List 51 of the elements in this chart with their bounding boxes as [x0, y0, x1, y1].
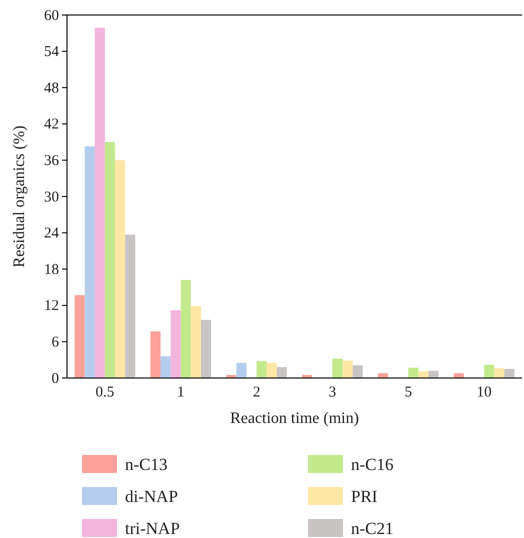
- bar: [190, 306, 201, 378]
- x-tick-label: 3: [328, 384, 336, 401]
- bar: [484, 364, 494, 378]
- x-tick-label: 2: [252, 384, 260, 401]
- y-tick-label: 42: [44, 116, 59, 133]
- bar: [236, 362, 246, 378]
- x-tick-label: 10: [476, 384, 492, 401]
- bar: [84, 146, 95, 378]
- bar: [428, 370, 439, 378]
- bar: [170, 310, 181, 378]
- bar: [94, 28, 105, 378]
- bar: [256, 361, 267, 378]
- y-tick-label: 54: [44, 44, 60, 60]
- legend-label: tri-NAP: [125, 519, 180, 538]
- bar: [494, 368, 504, 378]
- bar: [408, 368, 418, 378]
- bar: [150, 331, 161, 378]
- y-tick-label: 6: [52, 334, 60, 350]
- bar: [454, 373, 464, 378]
- y-tick-label: 36: [44, 153, 60, 169]
- bar: [115, 160, 126, 378]
- bar: [200, 320, 212, 378]
- legend-label: PRI: [351, 487, 378, 506]
- y-tick-label: 12: [44, 298, 59, 314]
- bar: [266, 362, 277, 378]
- bar: [342, 360, 353, 378]
- bar: [504, 368, 514, 378]
- y-tick-label: 24: [44, 226, 60, 242]
- bar: [180, 280, 191, 378]
- x-tick-label: 5: [404, 384, 412, 401]
- y-tick-label: 48: [44, 80, 59, 96]
- bar: [332, 358, 343, 378]
- bar: [125, 234, 136, 378]
- y-tick-label: 18: [44, 262, 59, 278]
- bar: [352, 365, 363, 378]
- legend-label: n-C13: [125, 455, 168, 474]
- bar: [378, 373, 388, 378]
- y-tick-label: 30: [44, 189, 59, 206]
- x-tick-label: 0.5: [96, 384, 114, 401]
- x-tick-label: 1: [177, 384, 184, 401]
- legend-label: n-C16: [351, 455, 394, 474]
- bar: [74, 295, 85, 378]
- x-axis-title: Reaction time (min): [230, 410, 359, 427]
- legend-label: di-NAP: [125, 487, 178, 506]
- y-tick-label: 60: [44, 8, 59, 24]
- y-tick-label: 0: [52, 370, 59, 387]
- bar: [276, 367, 287, 378]
- legend-label: n-C21: [351, 519, 394, 538]
- bar: [104, 142, 116, 378]
- bar: [160, 356, 171, 378]
- y-axis-title: Residual organics (%): [11, 126, 28, 268]
